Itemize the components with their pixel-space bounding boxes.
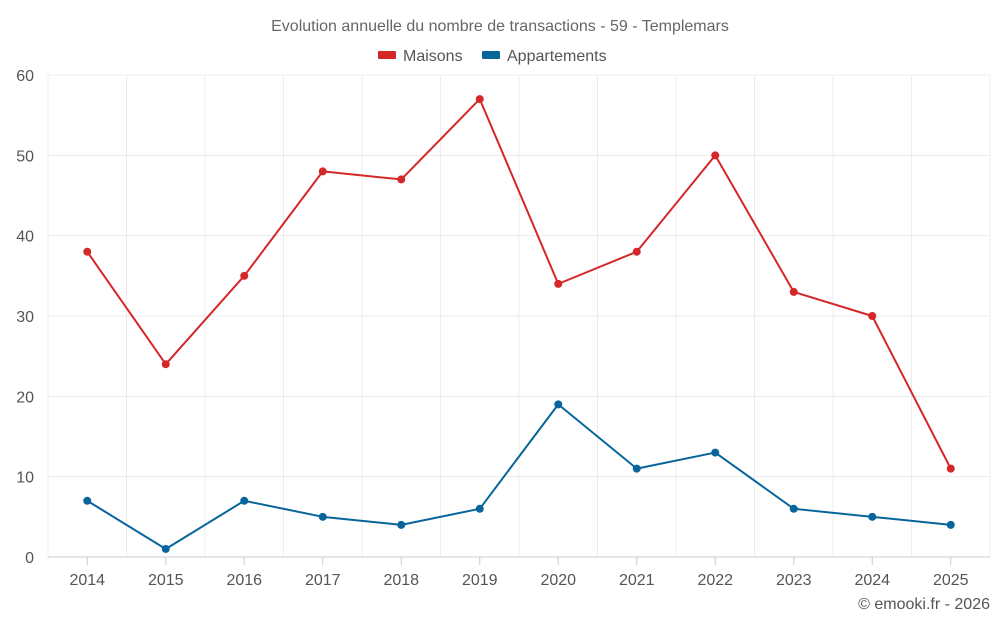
x-tick-label: 2016 <box>226 572 262 589</box>
y-tick-label: 50 <box>16 148 34 165</box>
data-point-maisons[interactable] <box>475 95 484 104</box>
legend: Maisons Appartements <box>378 48 607 65</box>
data-point-appartements[interactable] <box>83 496 92 505</box>
legend-swatch-appartements <box>482 51 500 59</box>
data-point-appartements[interactable] <box>868 512 877 521</box>
x-tick-label: 2023 <box>776 572 812 589</box>
legend-swatch-maisons <box>378 51 396 59</box>
x-tick-label: 2019 <box>462 572 498 589</box>
data-point-appartements[interactable] <box>554 400 563 409</box>
x-tick-label: 2017 <box>305 572 341 589</box>
data-point-maisons[interactable] <box>946 464 955 473</box>
x-tick-label: 2014 <box>69 572 105 589</box>
data-point-appartements[interactable] <box>632 464 641 473</box>
series-line-appartements <box>86 403 951 550</box>
y-tick-label: 0 <box>25 550 34 567</box>
x-tick-label: 2018 <box>383 572 419 589</box>
x-tick-label: 2021 <box>619 572 655 589</box>
data-point-maisons[interactable] <box>161 360 170 369</box>
data-point-maisons[interactable] <box>240 271 249 280</box>
series-line-maisons <box>86 98 952 470</box>
axes: 0 10 20 30 40 50 60 2014 2015 2016 2017 2018 2019 202… <box>16 68 990 589</box>
data-point-appartements[interactable] <box>240 496 249 505</box>
x-tick-label: 2022 <box>697 572 733 589</box>
series-maisons <box>83 95 955 473</box>
data-point-appartements[interactable] <box>711 448 720 457</box>
legend-item-appartements[interactable]: Appartements <box>482 48 607 65</box>
x-tick-label: 2020 <box>540 572 576 589</box>
y-tick-label: 40 <box>16 229 34 246</box>
legend-label-maisons: Maisons <box>403 48 463 65</box>
data-point-maisons[interactable] <box>554 279 563 288</box>
credit-text: © emooki.fr - 2026 <box>858 596 990 613</box>
y-tick-label: 10 <box>16 470 34 487</box>
data-point-appartements[interactable] <box>161 544 170 553</box>
data-point-appartements[interactable] <box>318 512 327 521</box>
data-point-maisons[interactable] <box>397 175 406 184</box>
y-tick-label: 60 <box>16 68 34 85</box>
y-tick-label: 30 <box>16 309 34 326</box>
y-tick-label: 20 <box>16 389 34 406</box>
data-point-maisons[interactable] <box>83 247 92 256</box>
data-point-appartements[interactable] <box>946 520 955 529</box>
data-point-appartements[interactable] <box>789 504 798 513</box>
data-point-appartements[interactable] <box>475 504 484 513</box>
grid <box>47 74 991 557</box>
data-point-maisons[interactable] <box>711 151 720 160</box>
series-appartements <box>83 400 955 553</box>
chart-title: Evolution annuelle du nombre de transact… <box>271 18 729 35</box>
x-tick-label: 2015 <box>148 572 184 589</box>
data-point-maisons[interactable] <box>789 287 798 296</box>
data-point-maisons[interactable] <box>632 247 641 256</box>
data-point-appartements[interactable] <box>397 520 406 529</box>
data-point-maisons[interactable] <box>868 312 877 320</box>
data-point-maisons[interactable] <box>318 167 327 176</box>
legend-label-appartements: Appartements <box>507 48 607 65</box>
series <box>83 95 955 553</box>
x-tick-label: 2025 <box>933 572 969 589</box>
x-tick-label: 2024 <box>854 572 890 589</box>
legend-item-maisons[interactable]: Maisons <box>378 48 463 65</box>
